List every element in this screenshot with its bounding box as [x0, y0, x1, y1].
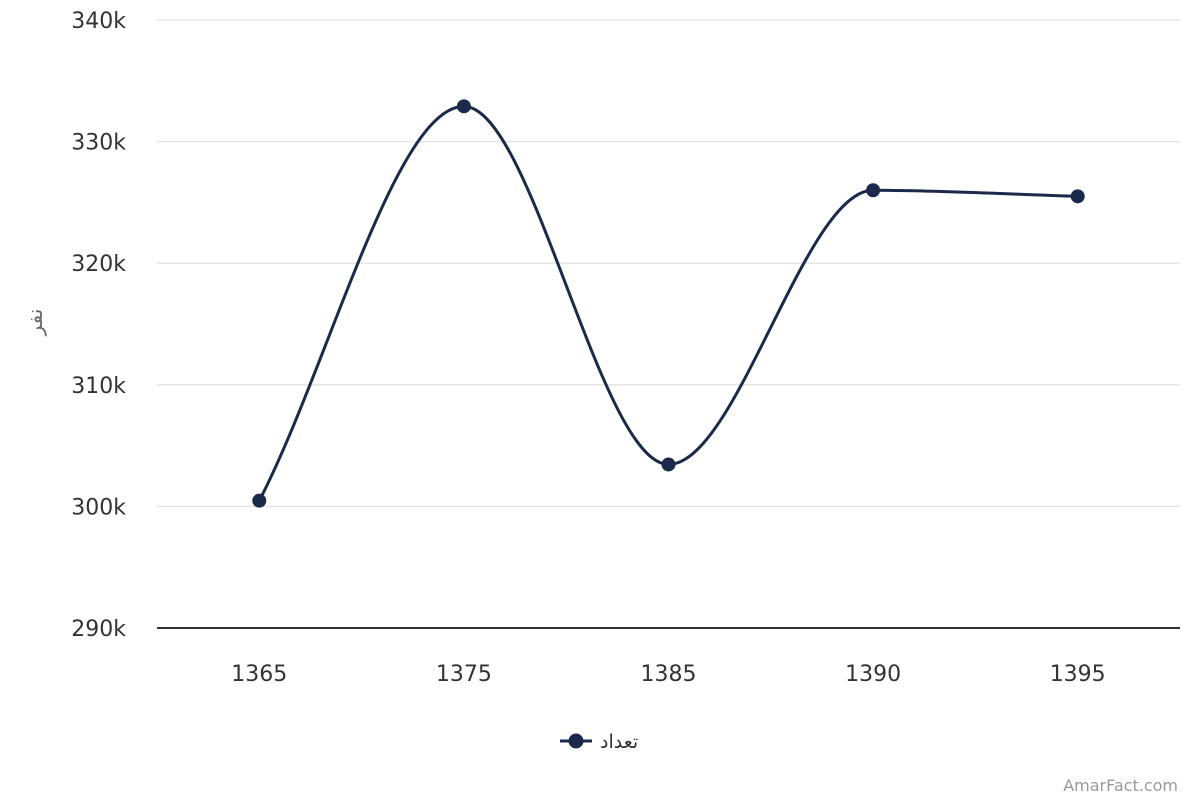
y-axis-label: نفر	[23, 309, 47, 337]
legend-marker-swatch	[568, 733, 584, 749]
y-tick-label: 330k	[71, 131, 126, 156]
y-tick-label: 340k	[71, 9, 126, 34]
x-tick-label: 1385	[641, 662, 697, 687]
legend[interactable]: تعداد	[560, 731, 638, 753]
x-tick-label: 1390	[845, 662, 901, 687]
data-point[interactable]	[252, 493, 267, 508]
x-tick-label: 1395	[1050, 662, 1106, 687]
legend-item-label: تعداد	[600, 731, 638, 753]
data-point[interactable]	[866, 183, 881, 198]
series-layer	[252, 99, 1085, 508]
y-tick-label: 320k	[71, 252, 126, 277]
x-axis-ticks: 1365 1375 1385 1390 1395	[231, 662, 1105, 687]
x-tick-label: 1375	[436, 662, 492, 687]
series-line	[257, 104, 1080, 503]
y-axis-ticks: 290k 300k 310k 320k 330k 340k	[71, 9, 126, 642]
data-point[interactable]	[456, 99, 471, 114]
data-point[interactable]	[1070, 189, 1085, 204]
x-tick-label: 1365	[231, 662, 287, 687]
data-point[interactable]	[661, 457, 676, 472]
grid-lines	[157, 19, 1180, 629]
credit-link[interactable]: AmarFact.com	[1063, 776, 1178, 795]
y-tick-label: 310k	[71, 374, 126, 399]
y-tick-label: 290k	[71, 617, 126, 642]
y-tick-label: 300k	[71, 495, 126, 520]
